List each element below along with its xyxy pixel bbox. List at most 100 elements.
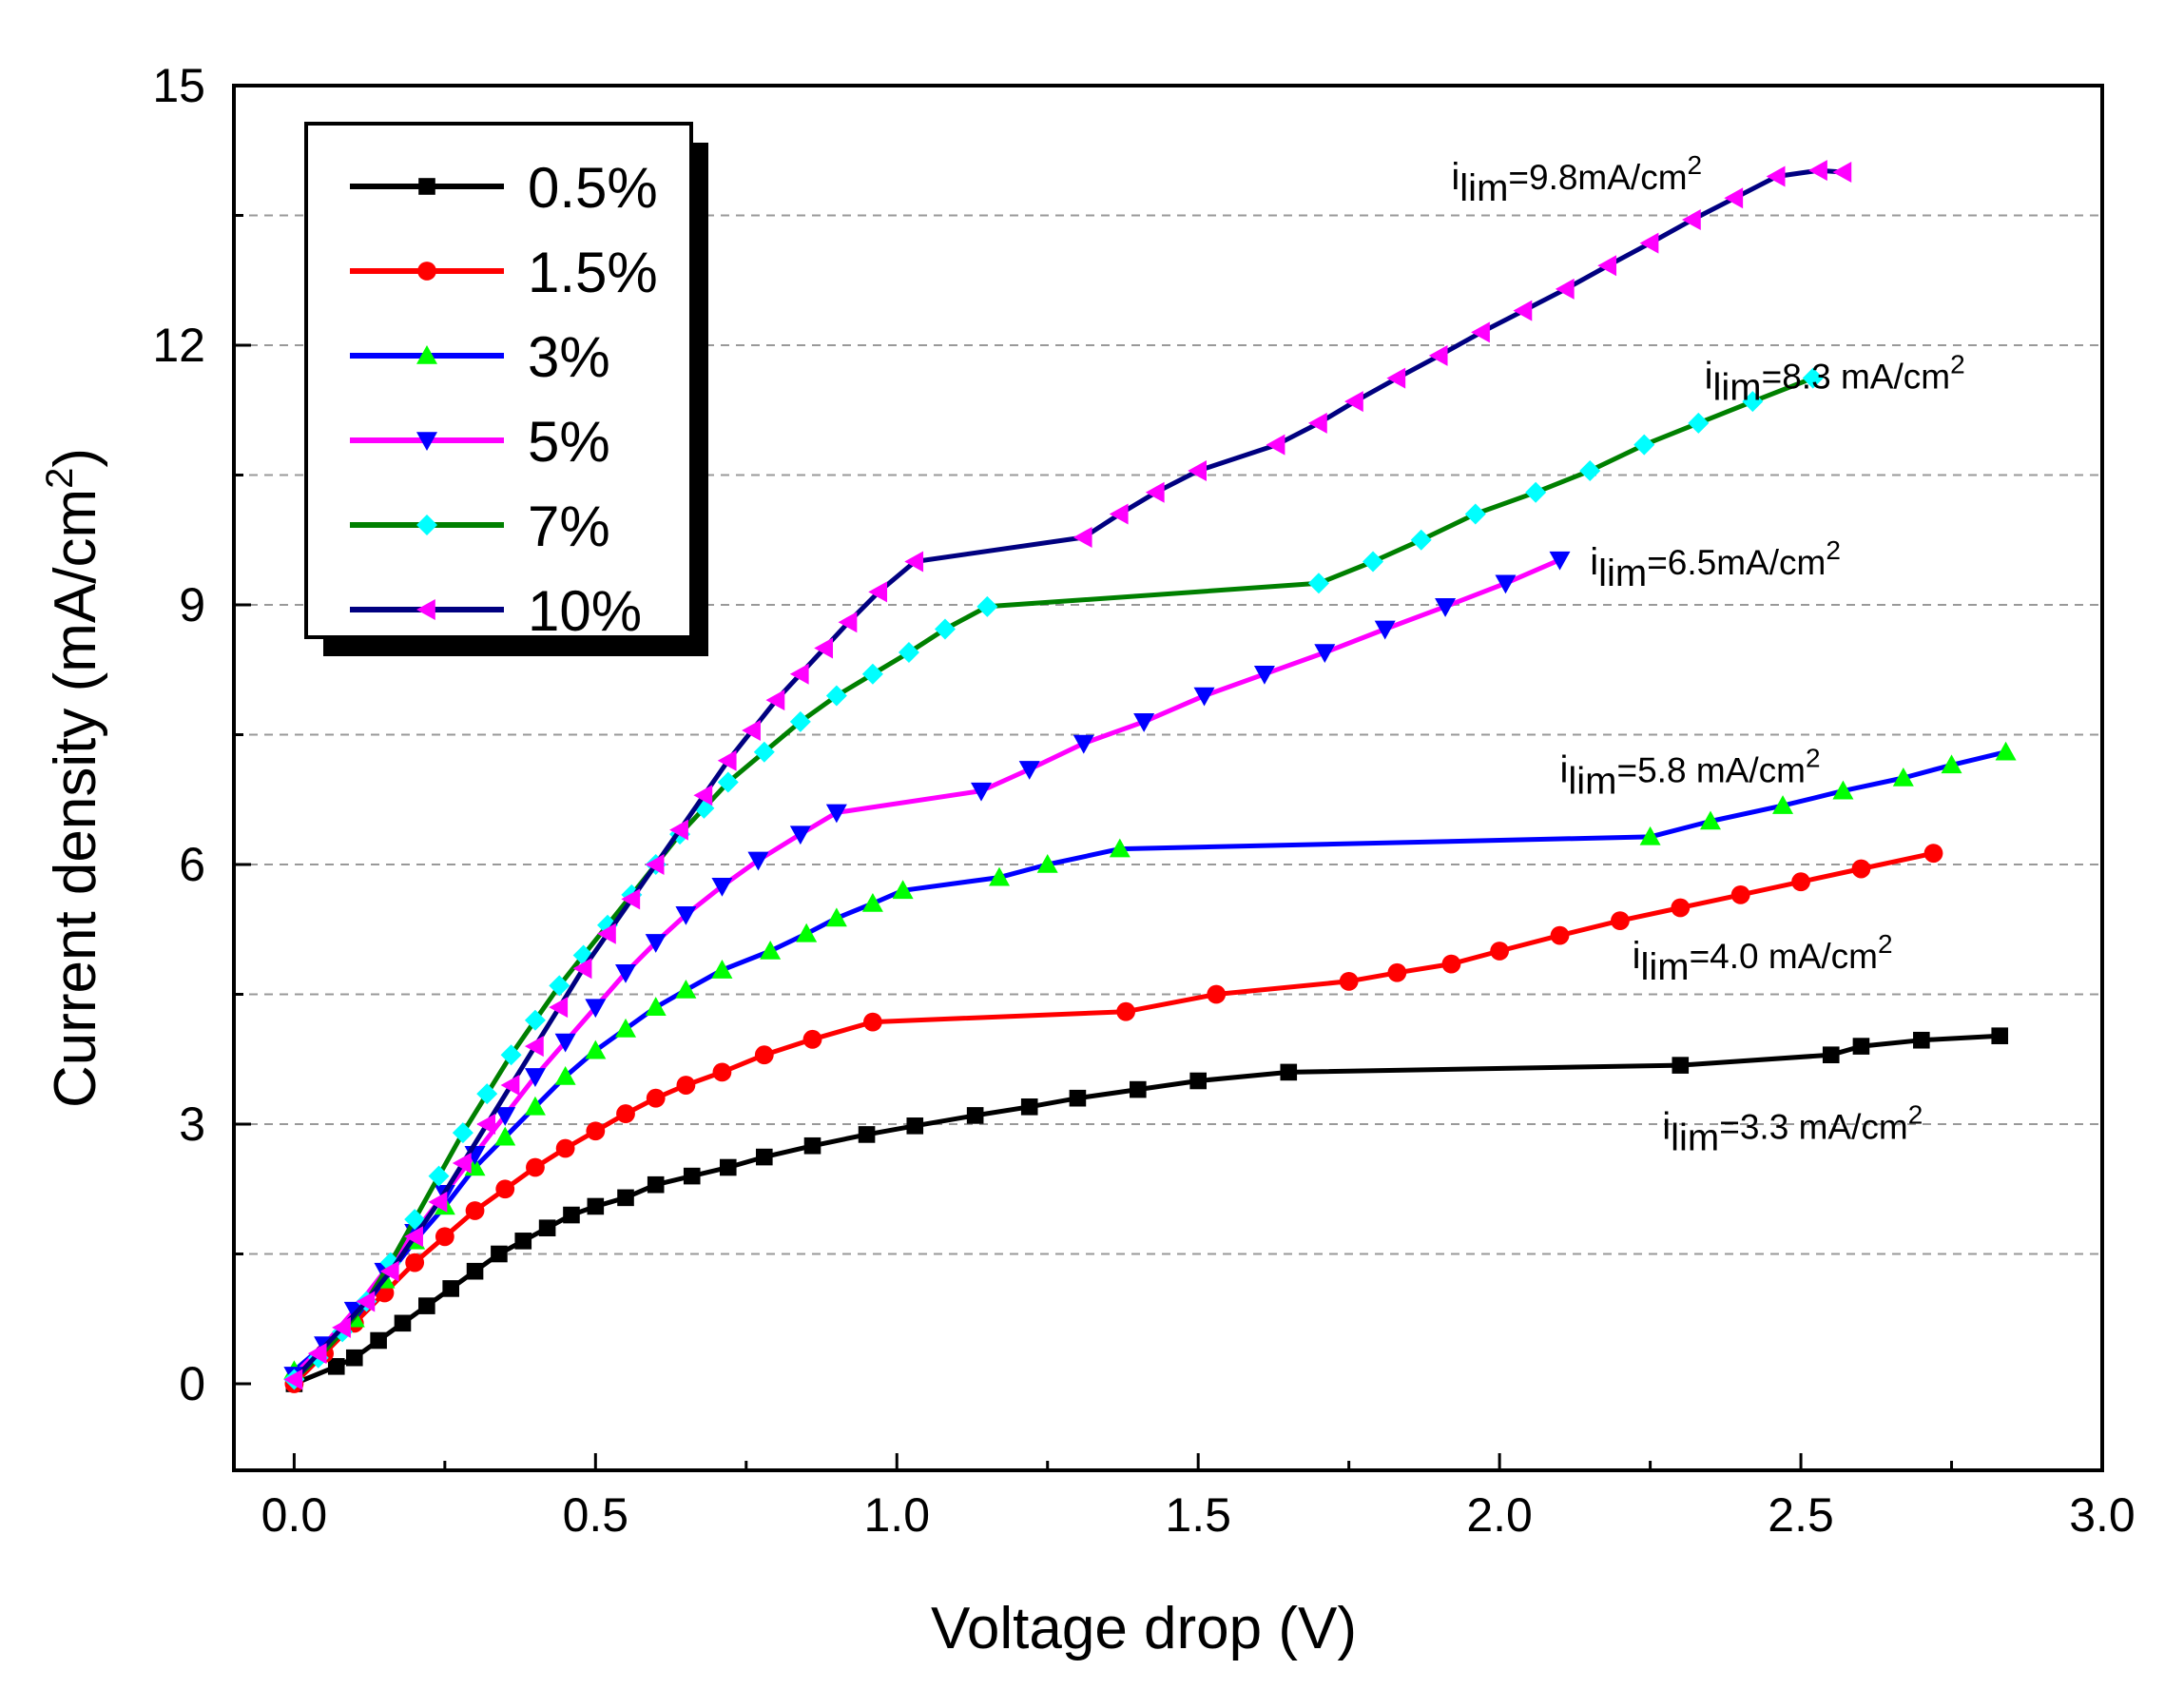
data-point: [1555, 278, 1575, 300]
data-point: [524, 1036, 544, 1058]
data-point: [1374, 620, 1396, 640]
x-tick-label: 0.0: [261, 1488, 328, 1542]
data-point: [1742, 391, 1764, 413]
data-point: [756, 1148, 773, 1166]
data-point: [1130, 1080, 1147, 1098]
data-point: [1730, 884, 1750, 904]
data-point: [1073, 527, 1092, 549]
data-point: [495, 1179, 515, 1199]
x-tick-label: 2.5: [1768, 1488, 1834, 1542]
data-point: [1490, 942, 1510, 961]
data-point: [1471, 321, 1490, 343]
data-point: [1772, 795, 1794, 814]
legend-label: 7%: [528, 495, 610, 558]
data-point: [1145, 481, 1165, 503]
y-tick-label: 12: [152, 319, 205, 372]
data-point: [526, 1157, 545, 1177]
data-point: [868, 581, 888, 603]
data-point: [452, 1152, 472, 1174]
data-point: [405, 1253, 425, 1272]
data-point: [465, 1201, 485, 1220]
annotations: ilim=9.8mA/cm2 ilim=8.3 mA/cm2 ilim=6.5mA/…: [1451, 150, 1964, 1158]
data-point: [717, 771, 739, 793]
data-point: [404, 1209, 426, 1231]
data-point: [861, 892, 883, 912]
data-point: [1766, 165, 1786, 187]
x-axis-title: Voltage drop (V): [931, 1596, 1357, 1661]
data-point: [563, 1206, 580, 1224]
data-point: [1808, 160, 1827, 182]
data-point: [476, 1083, 498, 1105]
series-2: [284, 844, 1943, 1393]
data-point: [789, 826, 811, 845]
data-point: [1699, 810, 1721, 830]
data-point: [719, 1158, 737, 1176]
data-point: [1116, 1001, 1136, 1021]
data-point: [615, 1018, 637, 1038]
data-point: [747, 851, 769, 871]
data-point: [1018, 761, 1040, 780]
y-tick-label: 3: [179, 1098, 205, 1151]
data-point: [675, 979, 697, 999]
data-point: [645, 997, 667, 1016]
data-point: [554, 1033, 576, 1053]
series-layer: [283, 160, 2017, 1393]
data-point: [586, 1121, 606, 1141]
data-point: [1525, 481, 1547, 503]
legend-label: 5%: [528, 410, 610, 474]
data-point: [1363, 551, 1384, 573]
data-point: [645, 854, 665, 875]
series-line: [292, 376, 1814, 1382]
legend-marker: [416, 599, 435, 620]
data-point: [418, 1297, 435, 1314]
y-tick-label: 15: [152, 59, 205, 112]
data-point: [789, 663, 809, 685]
data-point: [892, 880, 914, 900]
legend-label: 3%: [528, 325, 610, 389]
legend-box: [304, 122, 693, 639]
legend-marker: [416, 432, 437, 451]
data-point: [1193, 687, 1215, 707]
data-point: [494, 1107, 516, 1126]
series-6: [283, 160, 1852, 1390]
data-point: [1995, 741, 2017, 761]
data-point: [1441, 954, 1461, 974]
data-point: [1189, 1072, 1207, 1090]
data-point: [825, 804, 847, 824]
data-point: [404, 1226, 423, 1248]
x-tick-label: 1.5: [1165, 1488, 1231, 1542]
data-point: [1109, 503, 1129, 525]
data-point: [1549, 551, 1571, 571]
data-point: [1941, 754, 1962, 774]
data-point: [491, 1245, 508, 1263]
data-point: [712, 1062, 732, 1082]
data-point: [307, 1343, 327, 1365]
series-5: [283, 367, 1824, 1390]
data-point: [825, 907, 847, 927]
data-point: [675, 905, 697, 925]
data-point: [549, 975, 570, 997]
annotation-label: ilim=9.8mA/cm2: [1451, 150, 1702, 209]
data-point: [717, 749, 737, 771]
data-point: [711, 960, 733, 979]
legend-marker: [417, 262, 436, 281]
annotation-label: ilim=6.5mA/cm2: [1590, 535, 1841, 594]
data-point: [796, 923, 818, 942]
data-point: [332, 1316, 351, 1338]
data-point: [379, 1260, 399, 1282]
x-tick-label: 0.5: [563, 1488, 629, 1542]
legend-label: 10%: [528, 579, 642, 643]
data-point: [1253, 666, 1275, 685]
data-point: [1791, 872, 1810, 892]
data-point: [898, 642, 919, 664]
data-point: [1639, 826, 1661, 845]
data-point: [803, 1136, 821, 1155]
data-point: [1832, 162, 1852, 183]
legend-label: 1.5%: [528, 241, 658, 304]
data-point: [1410, 529, 1432, 551]
data-point: [1435, 598, 1457, 617]
data-point: [585, 1039, 607, 1059]
annotation-label: ilim=4.0 mA/cm2: [1633, 929, 1893, 988]
y-tick-label: 9: [179, 578, 205, 631]
